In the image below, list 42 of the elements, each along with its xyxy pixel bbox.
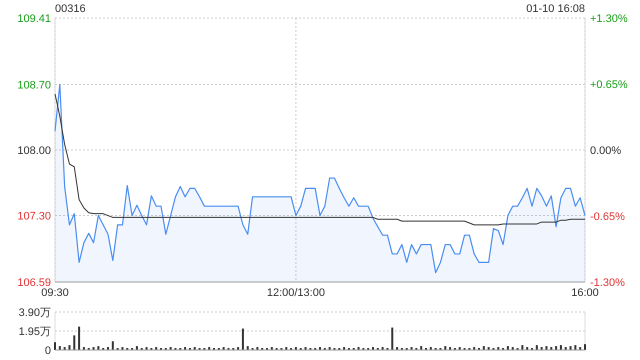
x-tick-label: 09:30 [41, 287, 69, 299]
bar [54, 342, 56, 350]
x-tick-label: 12:00/13:00 [266, 287, 325, 299]
bar [444, 346, 446, 350]
y-tick-label: 1.95万 [18, 326, 51, 338]
bar [506, 346, 509, 350]
bar [73, 335, 76, 350]
chart-title: 00316 [55, 3, 86, 15]
y-tick-label: 106.59 [17, 276, 51, 289]
bar [545, 346, 548, 350]
bar [246, 346, 249, 350]
bar [420, 346, 422, 350]
bar [97, 346, 100, 350]
y-tick-label: 107.30 [17, 210, 51, 222]
bar [570, 346, 572, 350]
bar [555, 346, 558, 350]
bar [482, 346, 485, 350]
bar [242, 328, 244, 350]
bar [112, 341, 114, 350]
bar [574, 345, 576, 350]
x-tick-label: 16:00 [571, 287, 599, 299]
y-tick-label: 108.70 [17, 79, 51, 92]
bar [521, 345, 524, 350]
y2-tick-label: 0.00% [590, 144, 622, 157]
bar [560, 345, 562, 350]
bar [68, 345, 70, 350]
y-tick-label: 0 [44, 344, 51, 357]
chart-subtitle: 01-10 16:08 [526, 3, 585, 15]
y-tick-label: 109.41 [17, 12, 51, 25]
y2-tick-label: +1.30% [590, 12, 628, 25]
bar [536, 345, 538, 350]
y-tick-label: 3.90万 [18, 306, 51, 319]
y-tick-label: 108.00 [17, 144, 51, 157]
y2-tick-label: -0.65% [590, 210, 626, 223]
bar [391, 328, 394, 350]
y2-tick-label: -1.30% [590, 276, 626, 289]
bar [584, 344, 586, 350]
bar [78, 326, 80, 350]
y2-tick-label: +0.65% [590, 78, 628, 91]
bar [136, 346, 138, 350]
bar [58, 346, 61, 350]
line-series [54, 93, 586, 226]
